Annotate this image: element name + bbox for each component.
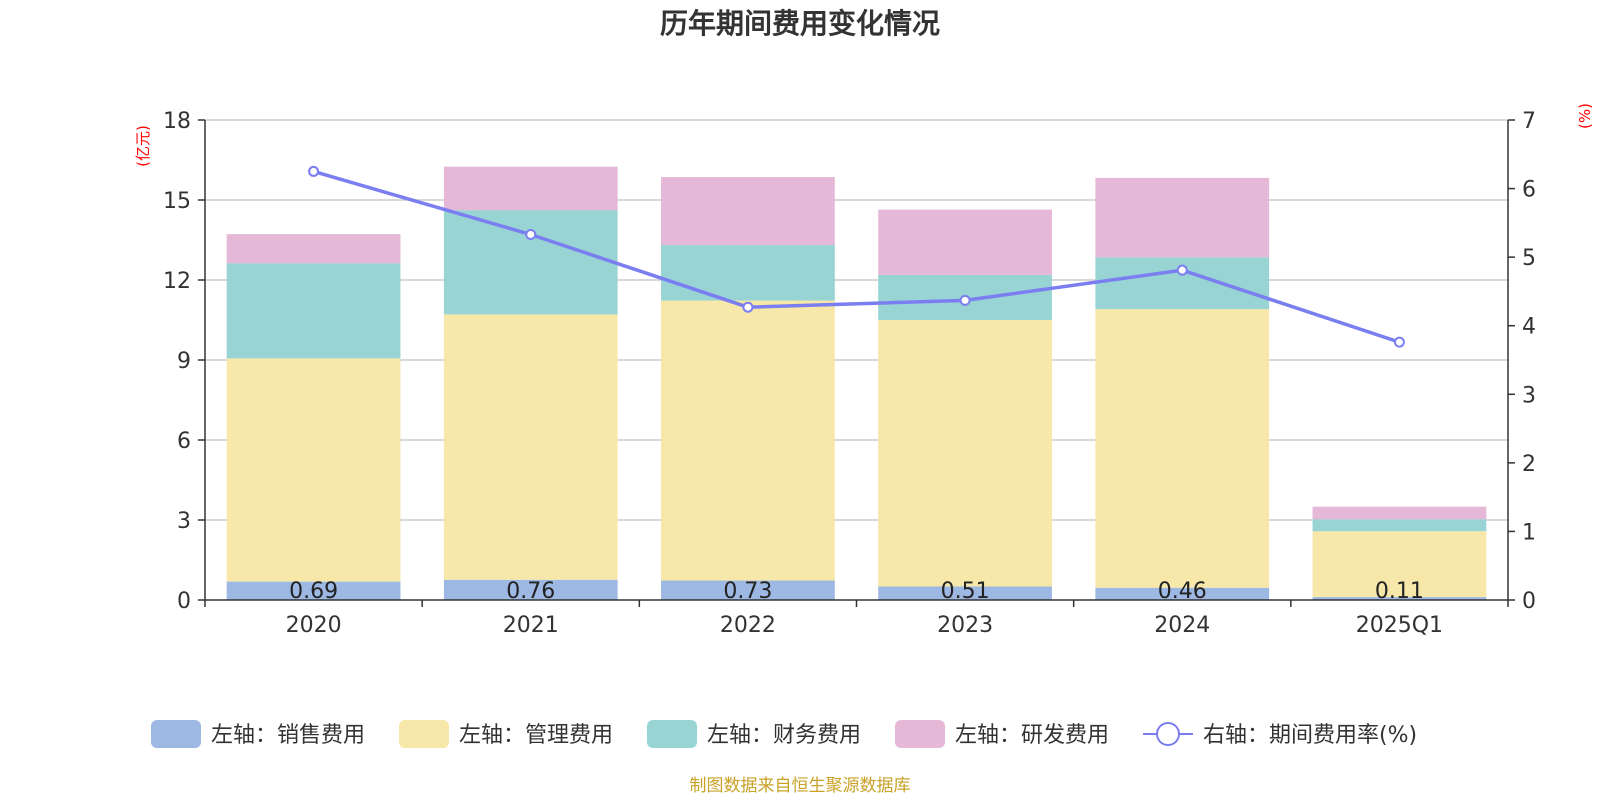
right-tick-label: 2	[1522, 452, 1536, 477]
bar-segment	[443, 166, 618, 211]
bar-segment	[226, 263, 401, 359]
right-axis-label: (%)	[1576, 103, 1594, 129]
rate-point	[1176, 264, 1188, 276]
left-tick-label: 3	[177, 509, 191, 534]
rate-line	[313, 169, 1400, 344]
bar-segment	[1312, 597, 1487, 600]
rate-line-series	[308, 165, 1405, 348]
bar-segment	[1312, 506, 1487, 520]
x-category-label: 2020	[286, 613, 342, 638]
right-tick-label: 0	[1522, 589, 1536, 614]
rate-point	[1393, 336, 1405, 348]
legend-label: 左轴：销售费用	[211, 723, 365, 748]
x-category-label: 2024	[1154, 613, 1210, 638]
bar-segment	[226, 234, 401, 264]
right-tick-label: 7	[1522, 109, 1536, 134]
right-tick-label: 6	[1522, 178, 1536, 203]
bar-segment	[878, 586, 1052, 600]
legend-label: 左轴：研发费用	[955, 723, 1109, 748]
bar-segment	[226, 358, 401, 582]
right-tick-label: 5	[1522, 246, 1536, 271]
bar-segment	[1095, 177, 1270, 258]
left-tick-label: 9	[177, 349, 191, 374]
x-category-label: 2023	[937, 613, 993, 638]
left-tick-label: 0	[177, 589, 191, 614]
x-category-label: 2025Q1	[1356, 613, 1443, 638]
bar-segment	[443, 579, 618, 600]
bar-segment	[443, 210, 618, 315]
rate-point	[742, 301, 754, 313]
x-category-label: 2022	[720, 613, 776, 638]
legend-label: 右轴：期间费用率(%)	[1203, 723, 1417, 748]
bar-segment	[661, 580, 835, 600]
bar-segment	[1312, 531, 1487, 598]
bar-segment	[878, 320, 1052, 587]
bar-segment	[1095, 309, 1270, 588]
rate-point	[525, 229, 537, 241]
bar-segment	[661, 300, 835, 581]
left-tick-label: 6	[177, 429, 191, 454]
bar-series	[226, 166, 1487, 600]
rate-point	[959, 294, 971, 306]
left-tick-label: 12	[163, 269, 191, 294]
bar-segment	[878, 209, 1052, 275]
bar-segment	[661, 177, 835, 246]
legend-label: 左轴：财务费用	[707, 723, 861, 748]
legend-swatch	[151, 720, 201, 748]
legend-swatch	[895, 720, 945, 748]
source-note: 制图数据来自恒生聚源数据库	[690, 776, 911, 796]
bar-segment	[1312, 519, 1487, 532]
right-tick-label: 3	[1522, 383, 1536, 408]
legend-swatch	[399, 720, 449, 748]
left-axis-label: (亿元)	[134, 125, 152, 167]
rate-point	[308, 165, 320, 177]
legend: 左轴：销售费用 左轴：管理费用 左轴：财务费用 左轴：研发费用 右轴：期间费用率(%)	[151, 720, 1417, 748]
legend-swatch	[647, 720, 697, 748]
grid-lines	[205, 119, 1508, 521]
bar-segment	[1095, 587, 1270, 600]
right-tick-label: 1	[1522, 520, 1536, 545]
left-tick-label: 18	[163, 109, 191, 134]
bar-segment	[226, 581, 401, 600]
right-tick-label: 4	[1522, 315, 1536, 340]
chart-title: 历年期间费用变化情况	[660, 7, 940, 40]
x-category-label: 2021	[503, 613, 559, 638]
legend-label: 左轴：管理费用	[459, 723, 613, 748]
bar-segment	[661, 245, 835, 301]
bar-segment	[443, 314, 618, 580]
left-tick-label: 15	[163, 189, 191, 214]
legend-marker	[1156, 722, 1180, 746]
